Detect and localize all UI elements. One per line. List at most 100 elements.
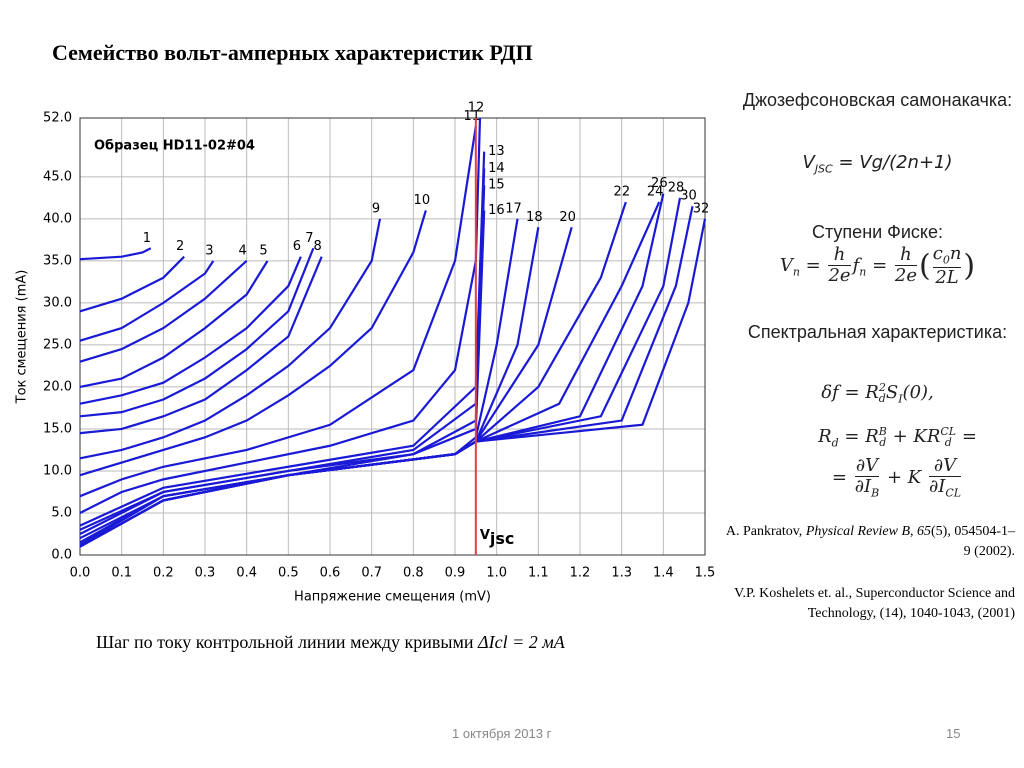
f: (0),	[902, 382, 934, 403]
caption-formula: ΔIcl = 2 мА	[478, 632, 565, 652]
f: + KR	[886, 426, 941, 447]
caption-text: Шаг по току контрольной линии между крив…	[96, 632, 479, 652]
x-tick-label: 0.9	[445, 566, 466, 581]
f: 0	[942, 253, 950, 267]
reference: V.P. Koshelets et. al., Superconductor S…	[734, 586, 1015, 621]
curve	[79, 255, 185, 313]
curve	[79, 210, 427, 477]
f: S	[885, 382, 899, 403]
ref-text: ,	[910, 524, 917, 539]
heading: Спектральная характеристика:	[747, 322, 1008, 342]
curve	[79, 260, 215, 342]
f: ∂I	[928, 475, 946, 497]
f: ∂V	[854, 455, 880, 477]
f: CL d	[940, 426, 956, 448]
caption: Шаг по току контрольной линии между крив…	[96, 632, 565, 653]
curve	[79, 185, 486, 535]
f: f	[852, 254, 860, 276]
x-tick-label: 0.5	[278, 566, 299, 581]
f: = Vg/(2n+1)	[832, 152, 953, 173]
curve-label: 7	[305, 231, 313, 246]
fraction-num: c0n	[932, 243, 962, 268]
x-tick-label: 0.2	[153, 566, 174, 581]
f: CL	[940, 425, 957, 438]
fraction: ∂V ∂IB	[854, 455, 880, 500]
f: I	[898, 392, 903, 406]
fraction-den: ∂ICL	[928, 475, 961, 500]
curve-label: 17	[505, 201, 522, 216]
f: 2	[878, 381, 886, 394]
f: c	[932, 243, 943, 264]
x-tick-label: 1.5	[695, 566, 716, 581]
ref-volume: 65	[917, 524, 931, 539]
x-tick-label: 0.7	[361, 566, 382, 581]
f: n	[859, 265, 867, 279]
f: n	[949, 243, 962, 264]
curve	[79, 256, 323, 435]
curve-label: 9	[372, 201, 380, 216]
f: =	[831, 466, 853, 488]
y-tick-label: 52.0	[43, 111, 72, 126]
f: = R	[838, 426, 879, 447]
x-tick-label: 1.3	[611, 566, 632, 581]
curve-label: 24	[647, 185, 664, 200]
f: h	[894, 245, 917, 267]
curve-label: 13	[488, 144, 505, 159]
fraction-den: ∂IB	[855, 476, 880, 500]
vjsc-label-main: V	[480, 528, 490, 543]
y-tick-label: 5.0	[51, 505, 72, 520]
x-tick-label: 1.1	[528, 566, 549, 581]
vjsc-label-sub: jsc	[489, 529, 515, 548]
y-tick-label: 40.0	[43, 211, 72, 226]
curve-label: 14	[488, 161, 505, 176]
formula: = ∂V ∂IB + K ∂V ∂ICL	[760, 456, 1024, 499]
f: d	[831, 436, 839, 450]
page-number: 15	[946, 726, 961, 741]
ref-text: A. Pankratov,	[725, 524, 806, 539]
x-tick-label: 1.2	[570, 566, 591, 581]
vjsc-label: Vjsc	[480, 528, 515, 548]
y-tick-label: 0.0	[51, 548, 72, 563]
sample-label: Образец HD11-02#04	[94, 139, 255, 154]
curve	[79, 218, 382, 460]
x-tick-label: 0.8	[403, 566, 424, 581]
ref-journal: Physical Review B	[805, 524, 910, 539]
curve	[79, 201, 627, 548]
curve-label: 6	[293, 239, 301, 254]
curve-label: 30	[680, 189, 697, 204]
f: d	[944, 436, 952, 449]
curve-label: 16	[488, 203, 505, 218]
f: (	[919, 248, 931, 284]
curve-label: 3	[205, 243, 213, 258]
formula: δf = R 2 d SI(0),	[740, 382, 1015, 406]
y-tick-label: 25.0	[43, 337, 72, 352]
f: 2L	[935, 266, 959, 288]
curve-label: 20	[559, 210, 576, 225]
curve-label: 28	[668, 180, 685, 195]
y-tick-label: 30.0	[43, 295, 72, 310]
f: )	[963, 248, 976, 284]
y-tick-label: 10.0	[43, 463, 72, 478]
chart: 0.05.010.015.020.025.030.035.040.045.052…	[15, 101, 716, 605]
plot-frame	[79, 117, 706, 556]
x-axis-label: Напряжение смещения (mV)	[294, 590, 491, 605]
curve-label: 18	[526, 210, 543, 225]
f: B	[878, 425, 887, 438]
curve	[79, 218, 707, 548]
curve-label: 32	[693, 201, 710, 216]
curve-label: 12	[468, 101, 485, 116]
curve-label: 2	[176, 239, 184, 254]
curve	[79, 260, 269, 389]
curve-label: 22	[614, 185, 631, 200]
f: V	[802, 152, 815, 173]
f: B	[871, 486, 880, 500]
slide-title: Семейство вольт-амперных характеристик Р…	[52, 40, 533, 65]
f: d	[879, 436, 887, 449]
formula: VJSC = Vg/(2n+1)	[740, 152, 1015, 176]
fraction: c0n 2L	[932, 243, 962, 288]
f: =	[956, 426, 977, 447]
f: =	[866, 254, 893, 276]
